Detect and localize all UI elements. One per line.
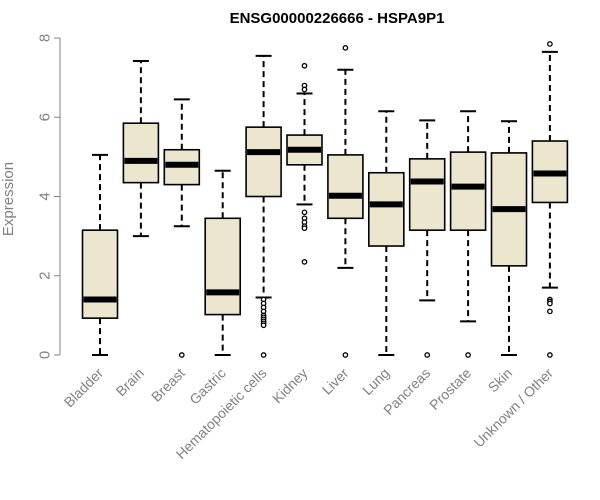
- x-tick-label: Prostate: [426, 365, 474, 413]
- iqr-box: [327, 154, 364, 220]
- box-liver: [327, 45, 364, 358]
- outlier-point: [424, 352, 431, 358]
- iqr-box: [204, 217, 241, 316]
- box-pancreas: [408, 119, 446, 358]
- iqr-box: [122, 122, 160, 184]
- x-tick-label: Bladder: [61, 365, 107, 411]
- y-axis: 0 2 4 6 8: [37, 34, 61, 359]
- plot-area: [81, 41, 569, 358]
- outlier-point: [547, 300, 553, 307]
- box-brain: [122, 59, 160, 238]
- outlier-point: [178, 352, 185, 358]
- outlier-point: [260, 352, 267, 358]
- outlier-point: [301, 86, 308, 93]
- y-tick-label: 0: [37, 351, 54, 359]
- x-tick-label: Brain: [113, 365, 147, 399]
- outlier-point: [260, 322, 267, 329]
- outlier-point: [342, 352, 349, 358]
- box-unknown-other: [531, 41, 569, 358]
- iqr-box: [367, 171, 405, 247]
- box-gastric: [204, 169, 241, 356]
- outlier-point: [547, 41, 553, 47]
- outlier-point: [301, 225, 308, 232]
- outlier-point: [342, 45, 349, 51]
- y-axis-label: Expression: [0, 162, 17, 236]
- iqr-box: [408, 158, 446, 231]
- outlier-point: [301, 209, 308, 216]
- x-tick-label: Kidney: [269, 365, 311, 407]
- y-tick-label: 2: [37, 272, 54, 280]
- box-skin: [490, 120, 528, 356]
- x-tick-label: Liver: [319, 365, 352, 398]
- box-bladder: [81, 153, 119, 356]
- box-hematopoietic-cells: [245, 54, 282, 358]
- box-prostate: [449, 110, 487, 358]
- y-tick-label: 4: [37, 192, 54, 200]
- outlier-point: [301, 62, 308, 69]
- outlier-point: [547, 308, 553, 315]
- box-kidney: [286, 62, 323, 265]
- box-breast: [163, 98, 201, 358]
- iqr-box: [81, 229, 119, 319]
- outlier-point: [465, 352, 471, 358]
- outlier-point: [547, 352, 553, 358]
- x-tick-label: Lung: [359, 365, 392, 398]
- y-tick-label: 8: [37, 34, 54, 42]
- x-tick-label: Breast: [148, 365, 188, 405]
- y-tick-label: 6: [37, 113, 54, 121]
- x-tick-label: Skin: [485, 365, 516, 396]
- outlier-point: [301, 259, 308, 265]
- iqr-box: [449, 151, 487, 231]
- chart-title: ENSG00000226666 - HSPA9P1: [230, 10, 445, 27]
- iqr-box: [245, 126, 282, 198]
- box-lung: [367, 110, 405, 356]
